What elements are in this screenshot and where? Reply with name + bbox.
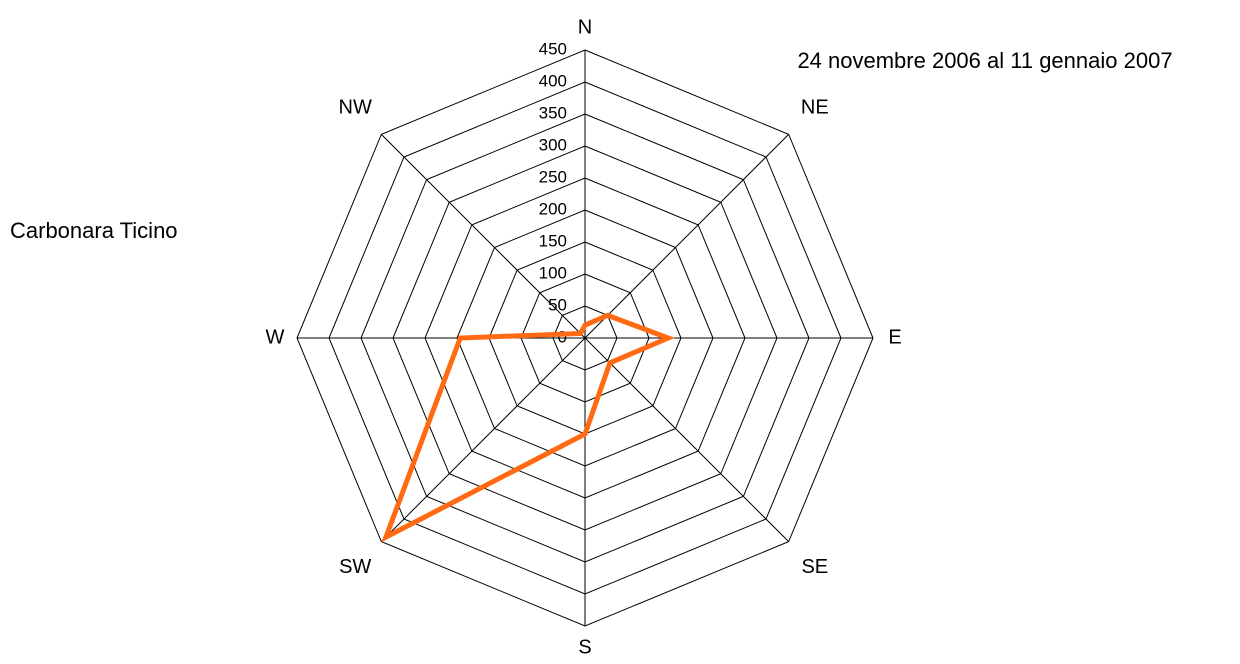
data-line: [381, 312, 675, 543]
spoke: [380, 133, 586, 339]
category-label: E: [888, 326, 901, 348]
category-label: SE: [801, 556, 828, 578]
category-label: NE: [801, 96, 829, 118]
r-tick-label: 50: [548, 295, 567, 314]
r-tick-label: 450: [539, 39, 567, 58]
r-tick-label: 350: [539, 103, 567, 122]
category-label: S: [578, 636, 591, 658]
r-tick-label: 100: [539, 263, 567, 282]
r-tick-label: 300: [539, 135, 567, 154]
r-tick-label: 150: [539, 231, 567, 250]
r-tick-label: 250: [539, 167, 567, 186]
category-label: N: [578, 16, 592, 38]
chart-subtitle: Carbonara Ticino: [10, 218, 178, 243]
category-label: NW: [339, 96, 372, 118]
category-label: W: [266, 326, 285, 348]
r-tick-label: 200: [539, 199, 567, 218]
spoke: [584, 133, 790, 339]
chart-title: 24 novembre 2006 al 11 gennaio 2007: [797, 48, 1172, 73]
r-tick-label: 0: [558, 327, 567, 346]
spoke: [584, 337, 790, 543]
spoke: [380, 337, 586, 543]
r-tick-label: 400: [539, 71, 567, 90]
category-label: SW: [339, 556, 371, 578]
